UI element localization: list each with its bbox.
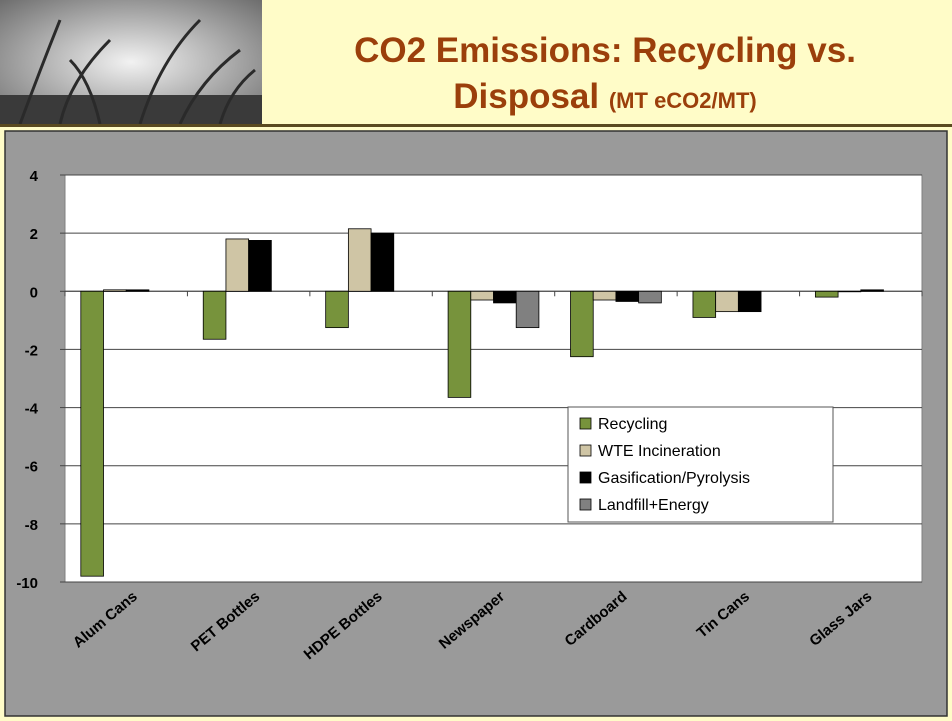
- legend-label: Gasification/Pyrolysis: [598, 470, 750, 487]
- y-tick-label: 4: [30, 168, 39, 185]
- legend: Recycling WTE Incineration Gasification/Py…: [568, 407, 833, 522]
- legend-label: Landfill+Energy: [598, 497, 709, 514]
- y-tick-label: 0: [30, 284, 38, 301]
- bar: [815, 291, 838, 297]
- y-tick-label: -2: [25, 342, 38, 359]
- bar: [738, 291, 761, 311]
- y-tick-label: 2: [30, 226, 38, 243]
- bar: [326, 291, 349, 327]
- bar: [838, 291, 861, 292]
- y-tick-label: -10: [16, 575, 38, 592]
- legend-swatch: [580, 499, 591, 510]
- bar: [203, 291, 226, 339]
- bar: [371, 233, 394, 291]
- bar: [593, 291, 616, 300]
- legend-swatch: [580, 445, 591, 456]
- slide: CO2 Emissions: Recycling vs. Disposal (M…: [0, 0, 952, 721]
- bar: [571, 291, 594, 356]
- legend-label: WTE Incineration: [598, 443, 721, 460]
- bar: [104, 290, 127, 291]
- bar: [348, 229, 371, 292]
- legend-label: Recycling: [598, 416, 667, 433]
- y-tick-label: -6: [25, 459, 38, 476]
- bar: [448, 291, 471, 397]
- bar: [249, 240, 272, 291]
- legend-swatch: [580, 472, 591, 483]
- bar: [861, 290, 884, 291]
- y-tick-label: -8: [25, 517, 38, 534]
- y-tick-label: -4: [25, 401, 39, 418]
- bar: [494, 291, 517, 303]
- bar: [639, 291, 662, 303]
- bar: [716, 291, 739, 311]
- legend-swatch: [580, 418, 591, 429]
- bar: [126, 290, 149, 291]
- bar: [226, 239, 249, 291]
- bar: [471, 291, 494, 300]
- bar: [81, 291, 104, 576]
- bar: [616, 291, 639, 301]
- bar: [693, 291, 716, 317]
- chart: -10-8-6-4-2024Alum CansPET BottlesHDPE B…: [0, 0, 952, 721]
- bar: [516, 291, 539, 327]
